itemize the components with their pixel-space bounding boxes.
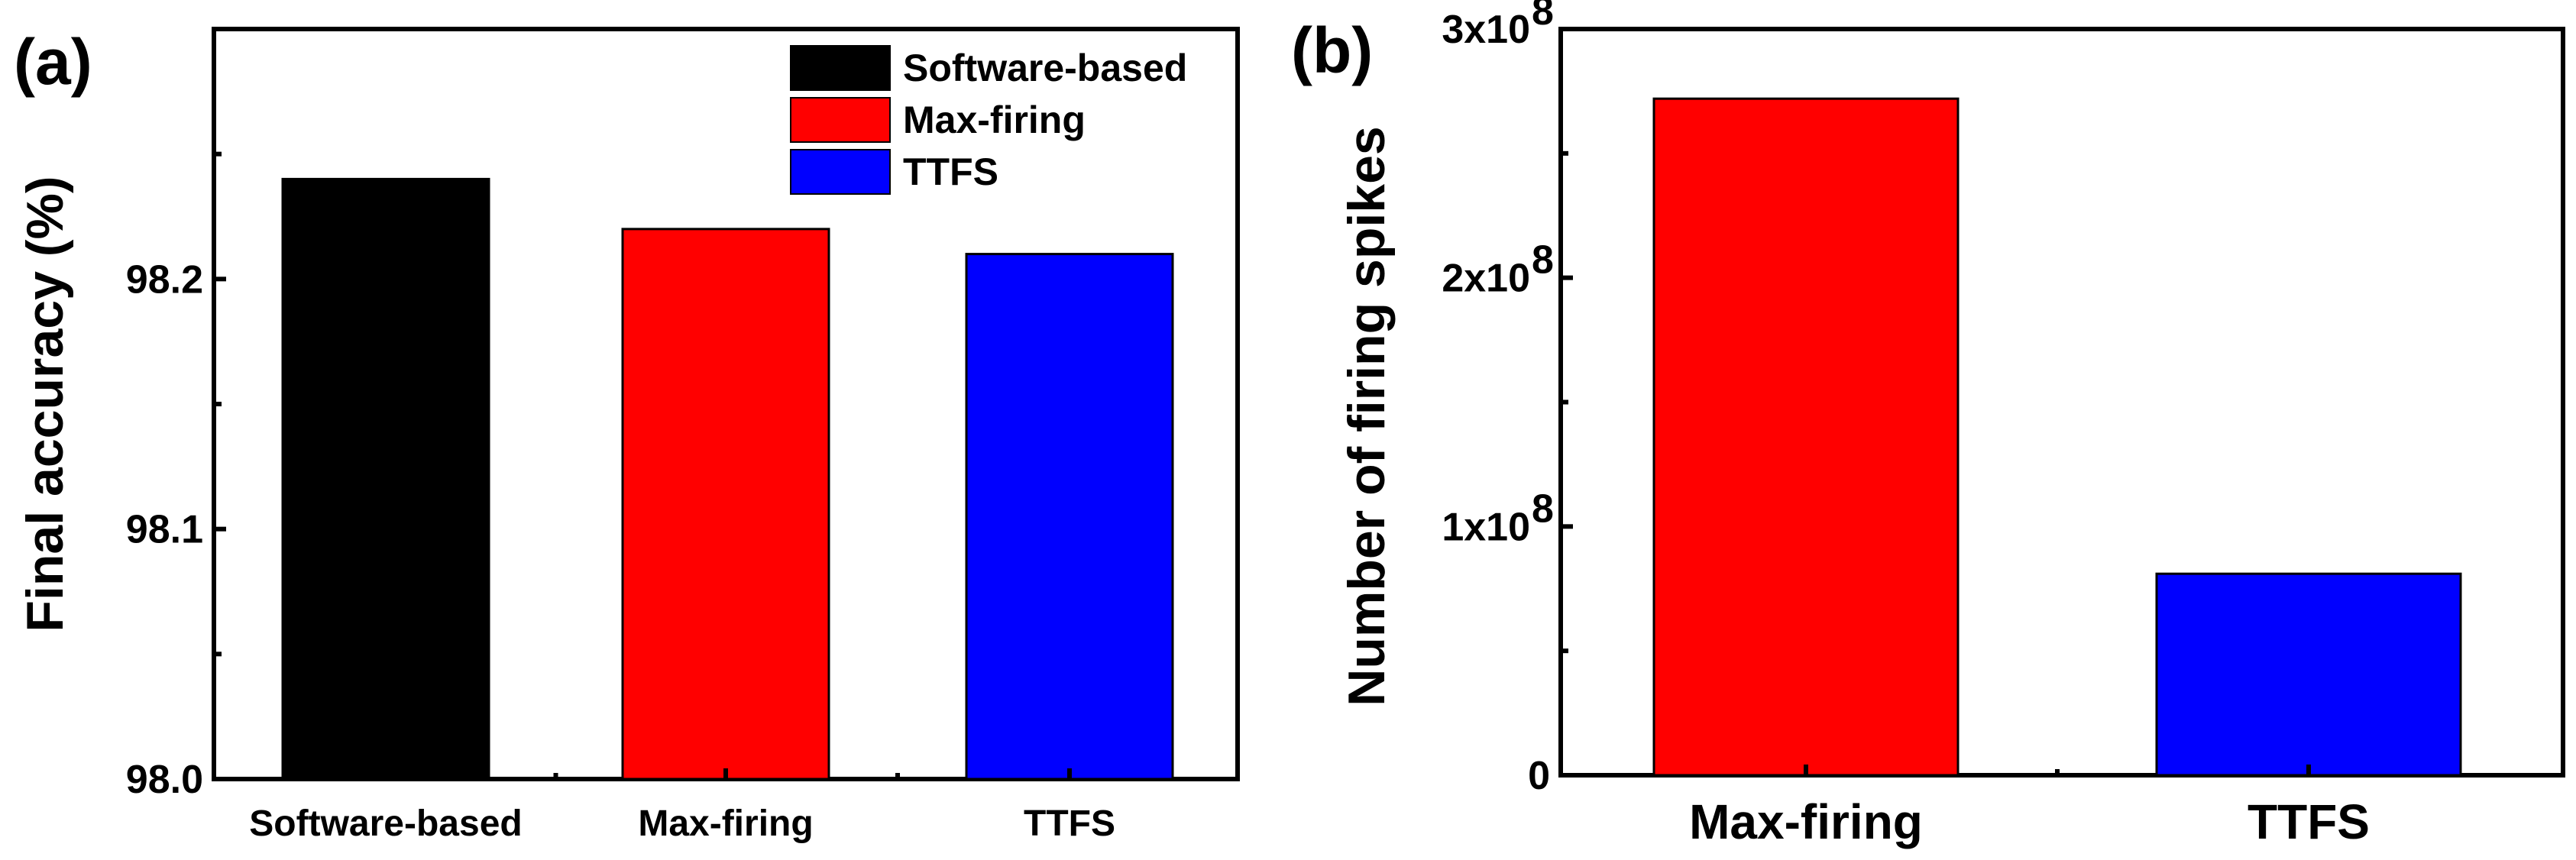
a-x-tick-label: TTFS xyxy=(1024,803,1115,844)
b-y-tick-exponent: 8 xyxy=(1532,0,1554,34)
b-y-tick-exponent: 8 xyxy=(1532,487,1554,531)
a-bar-software-based xyxy=(281,177,490,781)
panel-a-x-ticks: Software-based Max-firing TTFS xyxy=(249,768,1115,844)
panel-b-bars xyxy=(1652,97,2462,777)
b-bar-max-firing xyxy=(1652,97,1960,777)
a-y-tick-label: 98.0 xyxy=(126,758,203,802)
a-x-tick-label: Max-firing xyxy=(638,803,813,844)
panel-a-y-ticks: 98.0 98.1 98.2 xyxy=(126,151,226,802)
legend-swatch-max-firing xyxy=(790,97,891,143)
b-x-tick-label: TTFS xyxy=(2248,794,2370,849)
a-y-tick-label: 98.2 xyxy=(126,257,203,302)
panel-a-y-axis-title: Final accuracy (%) xyxy=(16,176,74,632)
a-y-tick-label: 98.1 xyxy=(126,508,203,552)
panel-a: (a) Final accuracy (%) 98.0 98.1 98.2 Soft… xyxy=(14,26,1240,844)
panel-a-bars xyxy=(281,177,1174,781)
legend-label-software-based: Software-based xyxy=(903,47,1187,89)
panel-b-y-axis-title: Number of firing spikes xyxy=(1338,126,1396,706)
b-y-tick-label: 0 xyxy=(1528,754,1550,798)
panel-a-label: (a) xyxy=(14,26,92,98)
b-y-tick-label: 3x10 xyxy=(1442,8,1530,52)
panel-a-legend: Software-based Max-firing TTFS xyxy=(790,45,1187,195)
legend-swatch-ttfs xyxy=(790,149,891,195)
a-bar-max-firing xyxy=(621,228,830,781)
b-y-tick-label: 2x10 xyxy=(1442,257,1530,301)
legend-label-max-firing: Max-firing xyxy=(903,99,1086,141)
panel-b-label: (b) xyxy=(1291,15,1373,86)
b-bar-ttfs xyxy=(2155,572,2462,777)
legend-label-ttfs: TTFS xyxy=(903,150,998,193)
a-x-tick-label: Software-based xyxy=(249,803,522,844)
b-y-tick-label: 1x10 xyxy=(1442,505,1530,549)
b-x-tick-label: Max-firing xyxy=(1689,794,1923,849)
panel-b-x-ticks: Max-firing TTFS xyxy=(1689,765,2370,849)
legend-swatch-software-based xyxy=(790,45,891,91)
a-bar-ttfs xyxy=(965,253,1174,781)
b-y-tick-exponent: 8 xyxy=(1532,238,1554,283)
